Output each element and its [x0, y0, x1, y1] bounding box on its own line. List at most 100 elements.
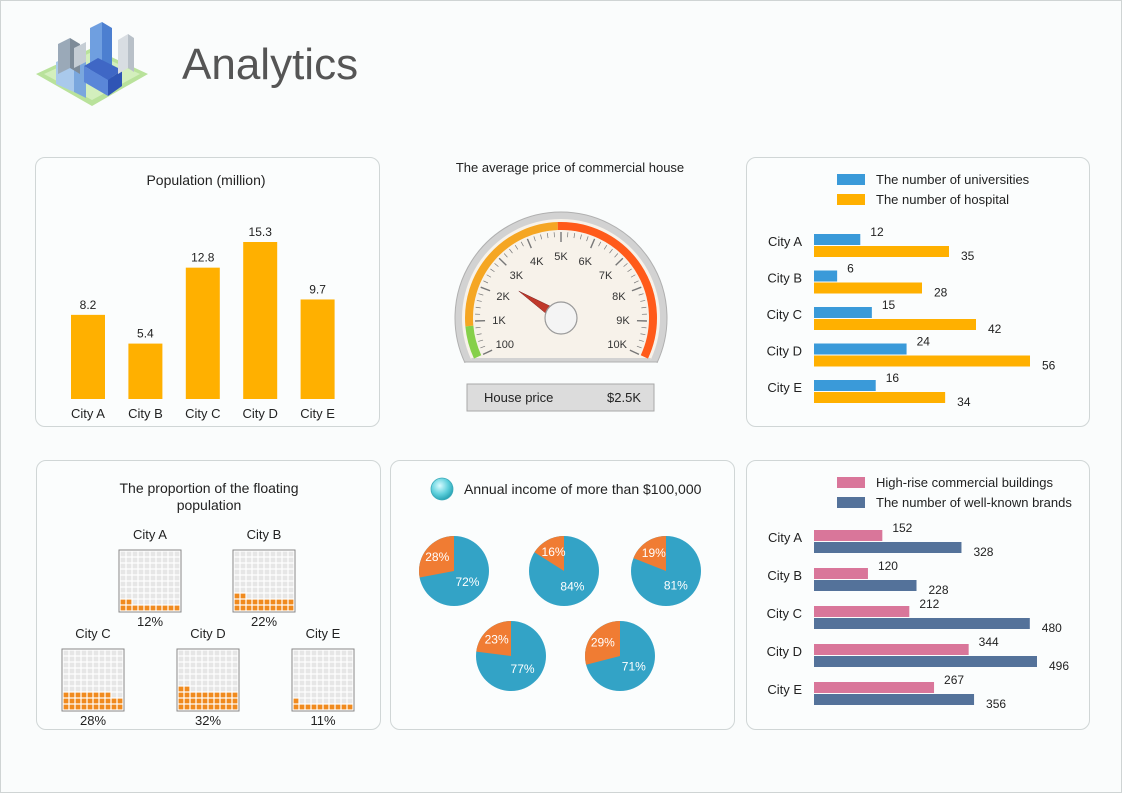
- category-label: City B: [767, 271, 802, 286]
- bar: [185, 267, 220, 399]
- chart-title: The average price of commercial house: [456, 160, 684, 175]
- value-label: 28%: [80, 713, 106, 728]
- waffle-cell: [105, 668, 111, 674]
- waffle-cell: [93, 662, 99, 668]
- waffle-cell: [75, 650, 81, 656]
- waffle-cell: [305, 698, 311, 704]
- waffle-cell: [299, 686, 305, 692]
- waffle-cell: [111, 680, 117, 686]
- gauge-tick: [475, 306, 481, 309]
- waffle-cell: [246, 587, 252, 593]
- waffle-cell: [282, 599, 288, 605]
- waffle-cell: [105, 680, 111, 686]
- waffle-cell: [202, 656, 208, 662]
- waffle-cell: [270, 575, 276, 581]
- gauge-tick-label: 10K: [607, 339, 627, 351]
- waffle-cell: [99, 698, 105, 704]
- waffle-cell: [347, 668, 353, 674]
- waffle-cell: [234, 569, 240, 575]
- waffle-cell: [246, 581, 252, 587]
- waffle-cell: [293, 686, 299, 692]
- waffle-cell: [138, 599, 144, 605]
- gauge-tick: [586, 236, 589, 242]
- waffle-cell: [264, 593, 270, 599]
- waffle-cell: [347, 674, 353, 680]
- waffle-cell: [105, 662, 111, 668]
- gauge-tick-label: 7K: [599, 270, 613, 282]
- waffle-cell: [208, 680, 214, 686]
- waffle-cell: [311, 656, 317, 662]
- universities-panel: [746, 157, 1090, 427]
- waffle-cell: [270, 599, 276, 605]
- waffle-cell: [93, 650, 99, 656]
- waffle-cell: [234, 581, 240, 587]
- category-label: City E: [767, 682, 802, 697]
- data-label: 28: [934, 286, 948, 300]
- waffle-cell: [246, 557, 252, 563]
- waffle-cell: [323, 662, 329, 668]
- waffle-cell: [214, 692, 220, 698]
- waffle-cell: [214, 704, 220, 710]
- data-label: 35: [961, 249, 975, 263]
- waffle-cell: [317, 674, 323, 680]
- waffle-cell: [202, 650, 208, 656]
- waffle-cell: [246, 575, 252, 581]
- waffle-cell: [117, 704, 123, 710]
- waffle-cell: [311, 668, 317, 674]
- waffle-cell: [347, 698, 353, 704]
- gauge-tick: [486, 274, 492, 278]
- waffle-cell: [150, 599, 156, 605]
- bar: [71, 314, 105, 399]
- waffle-cell: [120, 563, 126, 569]
- waffle-cell: [144, 557, 150, 563]
- waffle-cell: [162, 605, 168, 611]
- pie-slice: [534, 536, 564, 571]
- waffle-cell: [111, 674, 117, 680]
- data-label: 344: [979, 635, 999, 649]
- waffle-cell: [270, 581, 276, 587]
- waffle-cell: [208, 656, 214, 662]
- waffle-cell: [311, 650, 317, 656]
- data-label: 152: [892, 521, 912, 535]
- gauge-tick: [520, 241, 524, 247]
- pie-slice: [419, 536, 454, 578]
- waffle-cell: [258, 587, 264, 593]
- waffle-cell: [190, 668, 196, 674]
- waffle-cell: [311, 674, 317, 680]
- waffle-cell: [162, 557, 168, 563]
- waffle-cell: [126, 551, 132, 557]
- waffle-cell: [335, 656, 341, 662]
- waffle-cell: [335, 704, 341, 710]
- waffle-cell: [168, 593, 174, 599]
- gauge-tick: [480, 286, 491, 292]
- waffle-cell: [63, 668, 69, 674]
- waffle-cell: [240, 599, 246, 605]
- waffle-cell: [335, 674, 341, 680]
- waffle-cell: [69, 662, 75, 668]
- waffle-cell: [138, 569, 144, 575]
- waffle-cell: [69, 650, 75, 656]
- waffle-cell: [270, 593, 276, 599]
- waffle-cell: [240, 563, 246, 569]
- data-label: 12.8: [191, 251, 215, 265]
- waffle-cell: [126, 599, 132, 605]
- waffle-cell: [69, 692, 75, 698]
- bar: [814, 270, 838, 282]
- waffle-cell: [258, 569, 264, 575]
- pie-slice: [585, 621, 620, 665]
- waffle-cell: [226, 680, 232, 686]
- waffle-cell: [226, 692, 232, 698]
- waffle-cell: [341, 692, 347, 698]
- waffle-cell: [329, 668, 335, 674]
- waffle-cell: [120, 569, 126, 575]
- waffle-cell: [69, 686, 75, 692]
- waffle-cell: [190, 686, 196, 692]
- waffle-cell: [184, 650, 190, 656]
- waffle-cell: [156, 557, 162, 563]
- waffle-cell: [117, 698, 123, 704]
- gauge-tick: [498, 257, 507, 266]
- waffle-cell: [168, 551, 174, 557]
- waffle-cell: [178, 674, 184, 680]
- waffle-cell: [288, 599, 294, 605]
- waffle-cell: [162, 581, 168, 587]
